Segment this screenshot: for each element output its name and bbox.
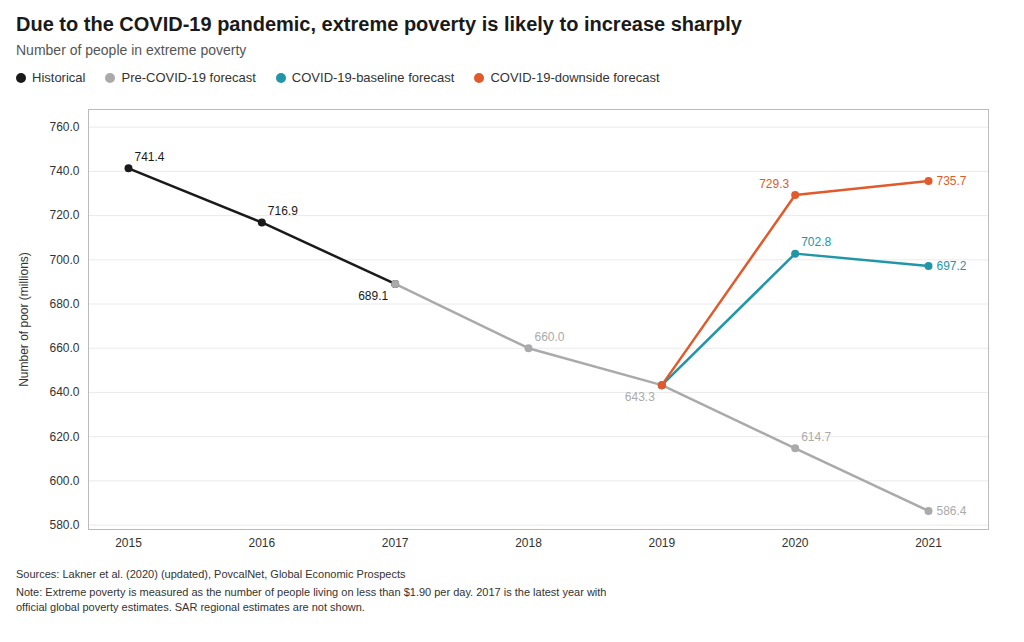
svg-text:2015: 2015 [115, 536, 142, 550]
html-text:Note: Extreme poverty is measu: Note: Extreme poverty is measured as the… [16, 586, 607, 613]
svg-text:2017: 2017 [382, 536, 409, 550]
html-text:Pre-COVID-19 forecast: Pre-COVID-19 forecast [121, 70, 256, 86]
svg-text:660.0: 660.0 [49, 341, 79, 355]
svg-text:2018: 2018 [515, 536, 542, 550]
svg-text:660.0: 660.0 [535, 330, 565, 344]
svg-text:614.7: 614.7 [801, 430, 831, 444]
svg-text:2021: 2021 [915, 536, 942, 550]
svg-text:729.3: 729.3 [759, 177, 789, 191]
html-text:Due to the COVID-19 pandemic,: Due to the COVID-19 pandemic, extreme po… [16, 13, 742, 35]
svg-text:700.0: 700.0 [49, 253, 79, 267]
svg-text:697.2: 697.2 [937, 259, 967, 273]
svg-text:2019: 2019 [648, 536, 675, 550]
html-text:Historical: Historical [32, 70, 86, 86]
svg-text:620.0: 620.0 [49, 430, 79, 444]
svg-text:643.3: 643.3 [625, 390, 655, 404]
svg-text:735.7: 735.7 [937, 174, 967, 188]
html-text:Number of people in extreme po: Number of people in extreme poverty [16, 42, 247, 58]
svg-text:680.0: 680.0 [49, 297, 79, 311]
svg-text:640.0: 640.0 [49, 385, 79, 399]
svg-text:720.0: 720.0 [49, 209, 79, 223]
svg-text:2016: 2016 [248, 536, 275, 550]
svg-text:716.9: 716.9 [268, 204, 298, 218]
html-text:Sources: Lakner et al. (2020): Sources: Lakner et al. (2020) (updated),… [16, 568, 406, 581]
html-text:COVID-19-downside forecast: COVID-19-downside forecast [490, 70, 660, 86]
svg-text:Number of poor (millions): Number of poor (millions) [17, 252, 31, 387]
svg-text:702.8: 702.8 [801, 236, 831, 250]
svg-text:586.4: 586.4 [937, 504, 967, 518]
svg-text:2020: 2020 [782, 536, 809, 550]
svg-text:740.0: 740.0 [49, 164, 79, 178]
html-text:COVID-19-baseline forecast: COVID-19-baseline forecast [291, 70, 455, 86]
svg-text:689.1: 689.1 [358, 289, 388, 303]
svg-text:741.4: 741.4 [135, 150, 165, 164]
svg-text:600.0: 600.0 [49, 474, 79, 488]
svg-text:580.0: 580.0 [49, 518, 79, 532]
svg-text:760.0: 760.0 [49, 120, 79, 134]
